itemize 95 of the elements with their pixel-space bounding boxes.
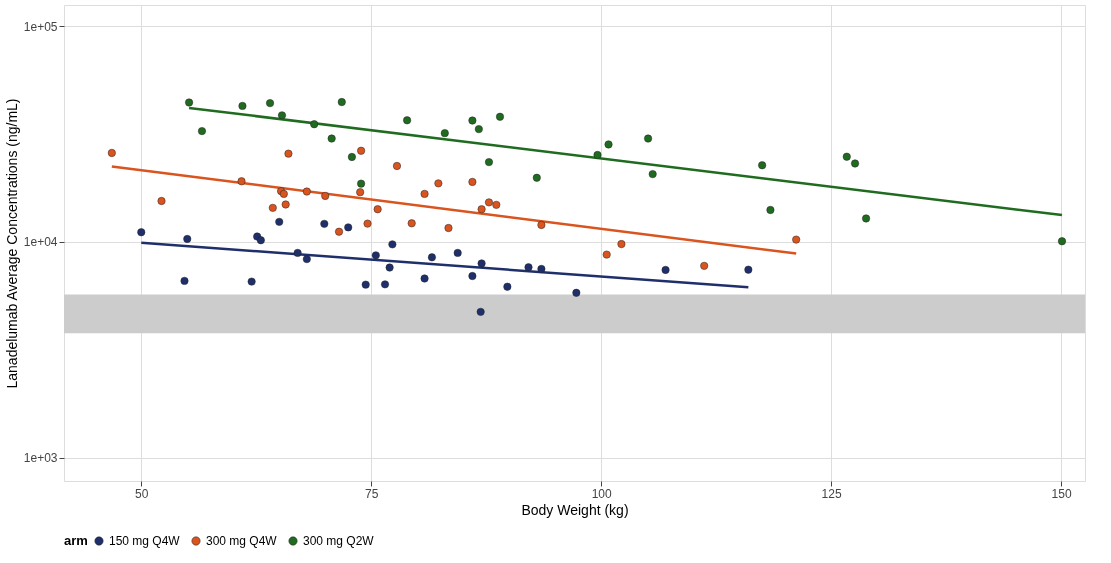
point — [385, 263, 394, 272]
point — [268, 203, 277, 212]
legend-label: 300 mg Q2W — [303, 534, 375, 548]
point — [357, 179, 366, 188]
point — [185, 98, 194, 107]
x-tick-label: 125 — [821, 486, 842, 501]
point — [593, 150, 602, 159]
point — [363, 219, 372, 228]
point — [644, 134, 653, 143]
y-axis-title: Lanadelumab Average Concentrations (ng/mL) — [3, 98, 20, 389]
point — [842, 152, 851, 161]
point — [281, 200, 290, 209]
point — [572, 288, 581, 297]
legend-title: arm — [64, 533, 88, 548]
point — [492, 200, 501, 209]
point — [347, 153, 356, 161]
point — [453, 248, 462, 257]
point — [256, 236, 265, 245]
point — [357, 146, 366, 155]
point — [137, 228, 146, 237]
point — [503, 282, 512, 291]
point — [604, 140, 613, 149]
point — [758, 161, 767, 170]
point — [310, 120, 319, 129]
point — [361, 280, 370, 289]
point — [393, 162, 401, 170]
point — [183, 235, 192, 243]
point — [444, 224, 453, 232]
point — [335, 227, 343, 236]
x-tick-label: 75 — [365, 486, 379, 501]
point — [356, 188, 365, 197]
point — [157, 197, 166, 205]
point — [321, 191, 330, 200]
point — [474, 125, 483, 134]
point — [1058, 237, 1066, 246]
point — [420, 274, 429, 283]
point — [371, 251, 380, 260]
point — [468, 272, 477, 280]
point — [537, 220, 546, 229]
point — [792, 235, 801, 244]
point — [198, 127, 206, 136]
point — [427, 253, 436, 262]
y-tick-label: 1e+03 — [23, 451, 58, 465]
point — [238, 101, 247, 110]
point — [278, 111, 286, 120]
point — [537, 264, 546, 273]
point — [485, 198, 493, 207]
point — [532, 173, 541, 182]
legend-label: 300 mg Q4W — [206, 534, 278, 548]
point — [388, 240, 397, 249]
x-tick-label: 150 — [1051, 486, 1072, 501]
point — [302, 255, 311, 264]
x-tick-label: 100 — [591, 486, 613, 501]
point — [434, 179, 443, 188]
point — [373, 205, 382, 214]
point — [524, 263, 533, 272]
point — [440, 129, 449, 138]
point — [468, 116, 477, 125]
point — [237, 177, 246, 186]
point — [180, 276, 189, 285]
x-axis-title: Body Weight (kg) — [521, 501, 629, 518]
point — [766, 206, 775, 214]
point — [744, 265, 753, 274]
point — [337, 98, 346, 107]
point — [648, 170, 657, 179]
point — [420, 189, 429, 198]
point — [476, 307, 485, 316]
point — [284, 149, 293, 158]
point — [403, 116, 412, 125]
legend-label: 150 mg Q4W — [109, 534, 181, 548]
point — [320, 219, 329, 228]
y-tick-label: 1e+04 — [23, 235, 58, 250]
point — [344, 223, 353, 232]
point — [302, 187, 311, 196]
point — [485, 158, 493, 167]
point — [247, 277, 256, 286]
point — [293, 248, 302, 257]
point — [851, 159, 859, 168]
point — [862, 214, 871, 223]
point — [661, 265, 670, 274]
y-tick-label: 1e+05 — [23, 19, 58, 34]
point — [381, 280, 389, 289]
point — [327, 134, 336, 143]
point — [477, 259, 486, 268]
point — [107, 148, 116, 157]
point — [700, 261, 709, 270]
point — [266, 99, 274, 108]
point — [617, 240, 626, 249]
point — [468, 177, 477, 186]
x-tick-label: 50 — [135, 486, 149, 501]
point — [477, 205, 486, 214]
point — [407, 219, 416, 228]
point — [602, 250, 611, 259]
point — [496, 112, 504, 121]
point — [275, 217, 284, 226]
